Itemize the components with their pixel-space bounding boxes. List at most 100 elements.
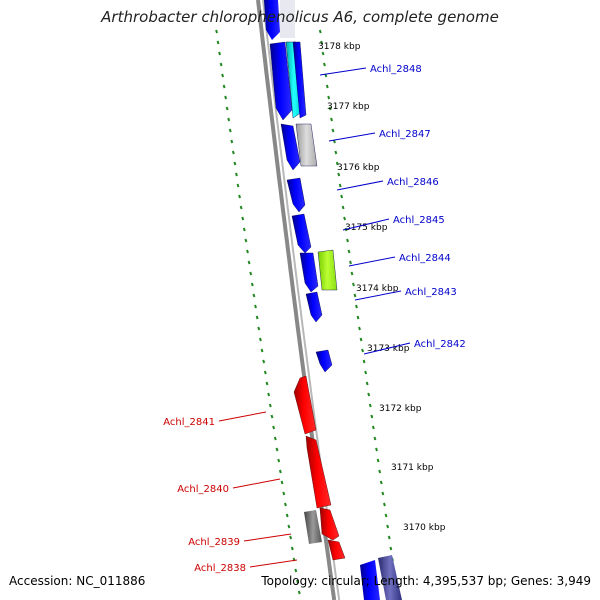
gc-track-left-tick: [262, 359, 266, 364]
gc-track-right-tick: [365, 381, 369, 386]
gc-track-left-tick: [285, 513, 289, 518]
gc-track-left-tick: [215, 29, 219, 34]
reverse-gene-shape: [293, 375, 317, 435]
gene-label-achl_2844[interactable]: Achl_2844: [399, 253, 451, 264]
gc-track-right-tick: [376, 458, 380, 463]
gc-track-left-tick: [284, 502, 287, 507]
gc-track-right-tick: [373, 436, 377, 441]
forward-gene-shape: [291, 213, 312, 254]
gene-label-achl_2841[interactable]: Achl_2841: [163, 417, 215, 428]
gc-track-left-tick: [296, 579, 299, 584]
gc-track-right-tick: [331, 128, 335, 133]
tick-label-kbp: 3173 kbp: [367, 344, 410, 354]
gc-track-right-tick: [353, 293, 357, 298]
gc-track-right-tick: [381, 491, 385, 496]
gene-label-achl_2846[interactable]: Achl_2846: [387, 177, 439, 188]
gc-track-left-tick: [255, 315, 259, 320]
gc-track-left-tick: [235, 172, 238, 177]
gc-track-right-tick: [341, 205, 345, 210]
gc-track-left-tick: [268, 403, 272, 408]
gc-track-right-tick: [361, 348, 365, 353]
gc-track-left-tick: [249, 271, 253, 276]
gc-track-right-tick: [386, 524, 390, 529]
forward-gene-shape: [315, 349, 333, 373]
gc-track-right-tick: [362, 359, 366, 364]
gc-track-right-tick: [367, 392, 371, 397]
map-title: Arthrobacter chlorophenolicus A6, comple…: [101, 8, 499, 26]
gene-leader-line: [249, 559, 298, 568]
forward-gene-shape: [292, 41, 307, 119]
gene-leader-line: [348, 256, 396, 267]
gc-track-left-tick: [263, 370, 267, 375]
gc-track-left-tick: [238, 194, 242, 199]
gene-label-achl_2838[interactable]: Achl_2838: [194, 563, 246, 574]
gc-track-left-tick: [219, 62, 223, 67]
reverse-gene-shape: [305, 435, 332, 509]
reverse-gene-shape: [319, 507, 340, 541]
gc-track-left-tick: [277, 458, 281, 463]
gc-track-right-tick: [343, 216, 347, 221]
gc-track-left-tick: [218, 51, 222, 56]
gene-leader-line: [363, 342, 411, 355]
gc-track-right-tick: [364, 370, 368, 375]
accession-text: Accession: NC_011886: [9, 574, 146, 588]
gc-track-left-tick: [267, 392, 271, 397]
gc-track-left-tick: [247, 260, 251, 265]
gc-track-left-tick: [265, 381, 269, 386]
tick-label-kbp: 3178 kbp: [318, 42, 361, 52]
gc-track-left-tick: [230, 139, 234, 144]
gc-track-left-tick: [282, 491, 286, 496]
gc-track-right-tick: [327, 95, 331, 100]
gc-track-left-tick: [224, 95, 228, 100]
gc-track-right-tick: [321, 51, 325, 56]
gc-track-left-tick: [257, 326, 261, 331]
gc-track-left-tick: [289, 535, 293, 540]
gc-track-left-tick: [222, 84, 226, 89]
tick-label-kbp: 3175 kbp: [345, 223, 388, 233]
gc-track-right-tick: [370, 414, 374, 419]
gene-label-achl_2848[interactable]: Achl_2848: [370, 64, 422, 75]
forward-gene-shape: [269, 41, 293, 121]
gc-track-left-tick: [280, 480, 284, 485]
gc-track-right-tick: [355, 304, 358, 309]
gc-track-left-tick: [258, 337, 262, 342]
gene-label-achl_2839[interactable]: Achl_2839: [188, 537, 240, 548]
gene-leader-line: [319, 67, 367, 76]
gc-track-left-tick: [244, 238, 248, 243]
genome-summary-text: Topology: circular; Length: 4,395,537 bp…: [261, 574, 591, 588]
gene-label-achl_2847[interactable]: Achl_2847: [379, 129, 431, 140]
reverse-gene-shape: [327, 539, 346, 561]
gc-track-right-tick: [318, 29, 322, 34]
gc-track-right-tick: [368, 403, 372, 408]
partial-feature-top: [280, 0, 295, 38]
gc-track-left-tick: [231, 150, 235, 155]
tick-label-kbp: 3177 kbp: [327, 102, 370, 112]
tick-label-kbp: 3172 kbp: [379, 404, 422, 414]
gene-label-achl_2845[interactable]: Achl_2845: [393, 215, 445, 226]
partial-gene-top: [264, 0, 280, 40]
gc-track-right-tick: [334, 150, 338, 155]
gc-track-left-tick: [270, 414, 274, 419]
gene-leader-line: [342, 218, 390, 231]
gene-label-achl_2843[interactable]: Achl_2843: [405, 287, 457, 298]
gc-track-right-tick: [358, 326, 361, 331]
gc-track-right-tick: [323, 62, 326, 67]
gene-label-achl_2840[interactable]: Achl_2840: [177, 484, 229, 495]
gc-track-right-tick: [328, 106, 332, 111]
forward-gene-shape: [286, 177, 306, 213]
forward-gene-shape: [299, 252, 319, 293]
gc-track-left-tick: [278, 469, 282, 474]
gc-track-left-tick: [294, 568, 298, 573]
gc-track-right-tick: [338, 183, 342, 188]
gc-track-left-tick: [254, 304, 257, 309]
gene-leader-line: [336, 180, 384, 191]
gc-track-right-tick: [350, 271, 354, 276]
gc-track-right-tick: [337, 172, 341, 177]
gene-label-achl_2842[interactable]: Achl_2842: [414, 339, 466, 350]
gc-track-right-tick: [335, 161, 339, 166]
gc-track-right-tick: [375, 447, 378, 452]
gc-track-right-tick: [379, 480, 383, 485]
gc-track-left-tick: [297, 590, 301, 595]
tick-label-kbp: 3176 kbp: [337, 163, 380, 173]
